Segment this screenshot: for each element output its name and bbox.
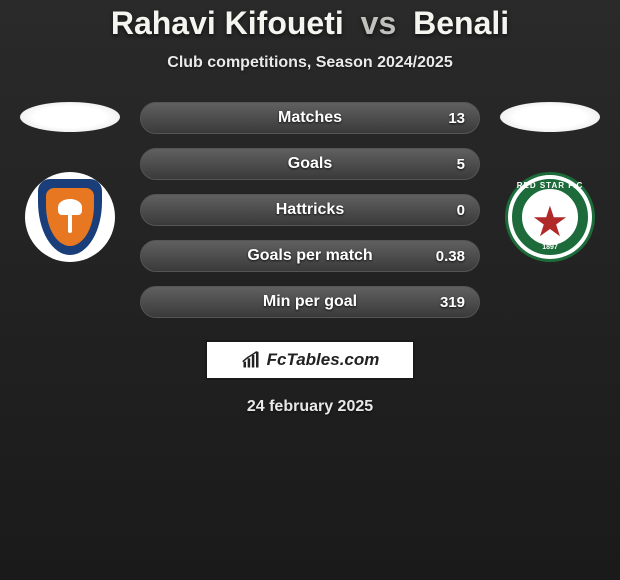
badge-year: 1897 [508,244,592,251]
stat-row-hattricks: Hattricks 0 [140,194,480,226]
fctables-logo[interactable]: FcTables.com [205,340,415,380]
logo-text: FcTables.com [267,350,380,370]
stat-row-mpg: Min per goal 319 [140,286,480,318]
subtitle: Club competitions, Season 2024/2025 [167,54,452,72]
stats-column: Matches 13 Goals 5 Hattricks 0 Goals per… [140,102,480,318]
right-side: RED STAR F.C ★ 1897 [500,102,600,262]
stat-row-goals: Goals 5 [140,148,480,180]
date-label: 24 february 2025 [247,398,373,416]
chart-icon [241,350,261,370]
shield-icon [38,179,102,255]
star-icon: ★ [531,201,569,243]
page-title: Rahavi Kifoueti vs Benali [111,5,509,42]
stat-row-matches: Matches 13 [140,102,480,134]
club-badge-left [25,172,115,262]
stat-label: Goals [141,155,479,173]
stat-right-value: 0 [457,202,465,219]
stat-label: Hattricks [141,201,479,219]
left-side [20,102,120,262]
stat-right-value: 13 [448,110,465,127]
player2-name: Benali [413,5,509,41]
stat-right-value: 5 [457,156,465,173]
main-row: Matches 13 Goals 5 Hattricks 0 Goals per… [0,102,620,318]
shield-inner [46,188,94,246]
club-badge-right: RED STAR F.C ★ 1897 [505,172,595,262]
player1-avatar-placeholder [20,102,120,132]
comparison-card: Rahavi Kifoueti vs Benali Club competiti… [0,0,620,416]
player2-avatar-placeholder [500,102,600,132]
vs-label: vs [361,5,397,41]
player1-name: Rahavi Kifoueti [111,5,344,41]
badge-ring-text: RED STAR F.C [508,181,592,190]
stat-label: Min per goal [141,293,479,311]
stat-label: Goals per match [141,247,479,265]
stat-right-value: 0.38 [436,248,465,265]
stat-row-gpm: Goals per match 0.38 [140,240,480,272]
stat-label: Matches [141,109,479,127]
stat-right-value: 319 [440,294,465,311]
axe-icon [60,199,80,235]
